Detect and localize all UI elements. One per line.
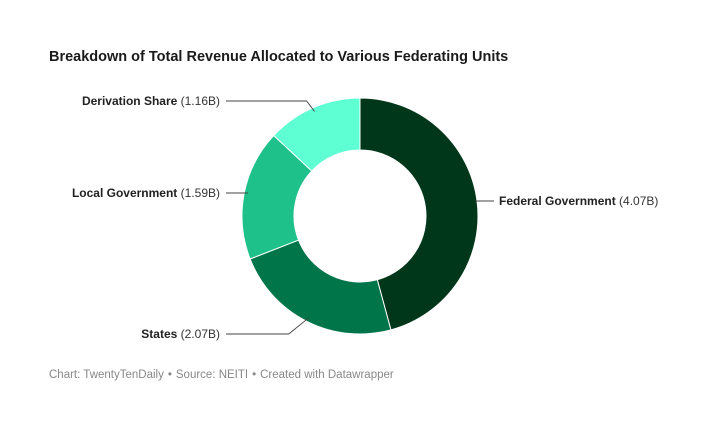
slice-label-federal-government: Federal Government (4.07B): [499, 194, 658, 208]
slice-federal-government: [359, 97, 479, 331]
slice-derivation-share: [273, 97, 361, 172]
leader-line-states: [226, 317, 310, 335]
created-with: Created with Datawrapper: [260, 369, 394, 381]
footer-separator: •: [167, 369, 172, 381]
slice-label-name: Federal Government: [499, 194, 619, 208]
slice-label-derivation-share: Derivation Share (1.16B): [82, 94, 220, 108]
chart-credit: Chart: TwentyTenDaily: [49, 369, 164, 381]
leader-line-derivation-share: [226, 100, 315, 112]
footer-separator: •: [252, 369, 257, 381]
slice-states: [249, 239, 392, 335]
slice-label-value: (1.59B): [181, 186, 220, 200]
leader-lines: [226, 100, 494, 335]
donut-slices: [241, 97, 479, 335]
slice-label-states: States (2.07B): [141, 327, 220, 341]
slice-label-value: (1.16B): [181, 94, 220, 108]
slice-label-local-government: Local Government (1.59B): [72, 186, 220, 200]
chart-source: Source: NEITI: [175, 369, 249, 381]
slice-label-name: States: [141, 327, 180, 341]
slice-label-value: (2.07B): [181, 327, 220, 341]
slice-labels: Federal Government (4.07B) States (2.07B)…: [72, 94, 658, 341]
slice-label-name: Derivation Share: [82, 94, 181, 108]
slice-label-value: (4.07B): [619, 194, 658, 208]
chart-footer: Chart: TwentyTenDaily • Source: NEITI • Crea…: [49, 369, 394, 381]
slice-label-name: Local Government: [72, 186, 181, 200]
chart-title: Breakdown of Total Revenue Allocated to …: [49, 49, 509, 65]
